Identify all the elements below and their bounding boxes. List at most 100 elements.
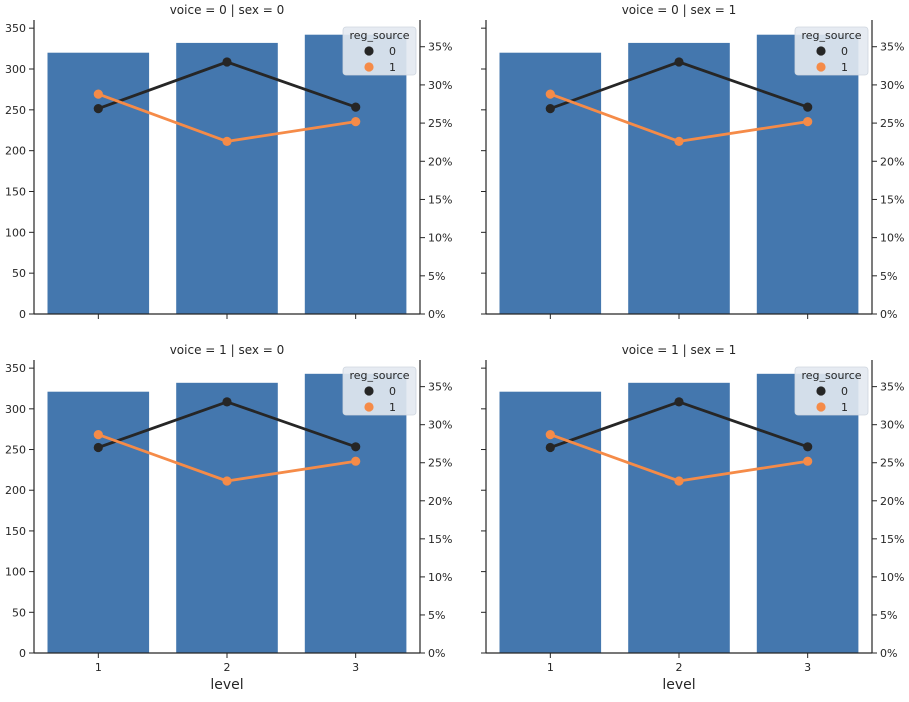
right-tick-label: 20% — [428, 495, 452, 508]
right-tick-label: 15% — [428, 193, 452, 206]
right-tick-label: 15% — [880, 193, 904, 206]
left-tick-label: 250 — [5, 104, 26, 117]
left-tick-label: 200 — [5, 145, 26, 158]
x-axis-label: level — [210, 677, 243, 693]
point-reg-source-0-level-2 — [222, 397, 232, 407]
facet-panel: 0% 5% 10% 15% 20% 25% 30% 35% voice = 0 | sex = … — [481, 3, 904, 321]
right-tick-label: 5% — [428, 609, 445, 622]
legend-label: 0 — [841, 45, 848, 58]
facet-panel: 0% 5% 10% 15% 20% 25% 30% 35% 1 2 3 voice = 1 | sex… — [481, 343, 904, 693]
legend-box — [342, 366, 417, 416]
panel-title: voice = 0 | sex = 1 — [622, 3, 737, 17]
right-tick-label: 35% — [428, 41, 452, 54]
left-tick-label: 300 — [5, 63, 26, 76]
right-tick-label: 5% — [428, 270, 445, 283]
right-tick-label: 15% — [428, 533, 452, 546]
right-tick-label: 0% — [428, 308, 445, 321]
facet-panel: 0 50 100 150 200 250 300 350 0% 5% 10% 15% 20% 25% 30%… — [5, 343, 452, 693]
legend-marker-reg-source-1 — [364, 62, 374, 72]
left-tick-label: 150 — [5, 186, 26, 199]
point-reg-source-1-level-2 — [222, 476, 232, 486]
point-reg-source-1-level-1 — [93, 430, 103, 440]
left-tick-label: 0 — [19, 647, 26, 660]
right-tick-label: 0% — [428, 647, 445, 660]
bar-level-3 — [304, 34, 407, 314]
left-tick-label: 350 — [5, 362, 26, 375]
x-tick-label: 2 — [224, 661, 231, 674]
right-tick-label: 25% — [880, 457, 904, 470]
legend-title: reg_source — [349, 369, 409, 382]
right-tick-label: 0% — [880, 647, 897, 660]
bar-level-2 — [628, 382, 730, 653]
left-tick-label: 0 — [19, 308, 26, 321]
x-tick-label: 3 — [352, 661, 359, 674]
point-reg-source-1-level-3 — [803, 117, 813, 127]
point-reg-source-1-level-1 — [545, 89, 555, 99]
point-reg-source-0-level-3 — [803, 442, 813, 452]
point-reg-source-1-level-3 — [803, 456, 813, 466]
left-tick-label: 50 — [12, 606, 26, 619]
left-tick-label: 350 — [5, 22, 26, 35]
bar-level-2 — [176, 42, 278, 315]
x-tick-label: 1 — [547, 661, 554, 674]
right-tick-label: 30% — [880, 419, 904, 432]
point-reg-source-0-level-2 — [674, 57, 684, 67]
facet-panel: 0 50 100 150 200 250 300 350 0% 5% 10% 15% 20% 25% 30%… — [5, 3, 452, 321]
point-reg-source-0-level-1 — [545, 104, 555, 114]
legend-title: reg_source — [801, 369, 861, 382]
point-reg-source-0-level-3 — [803, 102, 813, 112]
legend-label: 0 — [389, 385, 396, 398]
x-tick-label: 1 — [95, 661, 102, 674]
point-reg-source-1-level-3 — [351, 456, 361, 466]
bar-level-2 — [628, 42, 730, 315]
right-tick-label: 20% — [880, 155, 904, 168]
bar-level-3 — [756, 34, 859, 314]
left-tick-label: 100 — [5, 226, 26, 239]
legend-marker-reg-source-0 — [364, 46, 374, 56]
legend-title: reg_source — [349, 29, 409, 42]
right-tick-label: 35% — [880, 381, 904, 394]
left-tick-label: 200 — [5, 484, 26, 497]
point-reg-source-0-level-2 — [674, 397, 684, 407]
point-reg-source-1-level-3 — [351, 117, 361, 127]
legend-label: 1 — [841, 401, 848, 414]
legend-box — [794, 366, 869, 416]
point-reg-source-0-level-1 — [93, 442, 103, 453]
legend-label: 1 — [389, 61, 396, 74]
point-reg-source-1-level-2 — [674, 476, 684, 486]
legend-box — [342, 26, 417, 76]
right-tick-label: 10% — [880, 232, 904, 245]
point-reg-source-1-level-1 — [93, 89, 103, 99]
left-tick-label: 50 — [12, 267, 26, 280]
point-reg-source-0-level-1 — [545, 442, 555, 453]
legend: reg_source 0 1 — [342, 26, 417, 76]
legend: reg_source 0 1 — [794, 26, 869, 76]
legend-box — [794, 26, 869, 76]
legend-marker-reg-source-1 — [816, 402, 826, 412]
legend-marker-reg-source-0 — [816, 46, 826, 56]
right-tick-label: 25% — [880, 117, 904, 130]
right-tick-label: 25% — [428, 117, 452, 130]
point-reg-source-0-level-3 — [351, 442, 361, 452]
legend-marker-reg-source-1 — [364, 402, 374, 412]
right-tick-label: 5% — [880, 609, 897, 622]
bar-level-3 — [304, 373, 407, 653]
right-tick-label: 0% — [880, 308, 897, 321]
panel-title: voice = 0 | sex = 0 — [170, 3, 285, 17]
x-tick-label: 2 — [676, 661, 683, 674]
panel-title: voice = 1 | sex = 1 — [622, 343, 737, 357]
panel-title: voice = 1 | sex = 0 — [170, 343, 285, 357]
right-tick-label: 35% — [880, 41, 904, 54]
right-tick-label: 10% — [428, 571, 452, 584]
point-reg-source-1-level-2 — [222, 136, 232, 146]
legend-title: reg_source — [801, 29, 861, 42]
legend-label: 0 — [841, 385, 848, 398]
right-tick-label: 20% — [428, 155, 452, 168]
x-axis-label: level — [662, 677, 695, 693]
legend-label: 1 — [389, 401, 396, 414]
left-tick-label: 300 — [5, 403, 26, 416]
right-tick-label: 10% — [428, 232, 452, 245]
x-tick-label: 3 — [804, 661, 811, 674]
